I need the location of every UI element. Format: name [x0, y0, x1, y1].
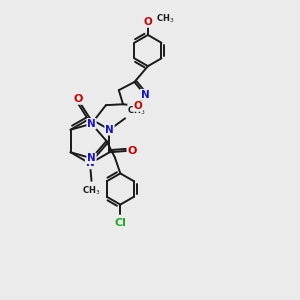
Text: O: O [134, 101, 142, 111]
Text: N: N [87, 119, 96, 129]
Text: N: N [105, 125, 114, 135]
Text: CH$_3$: CH$_3$ [82, 185, 101, 197]
Text: N: N [140, 90, 149, 100]
Text: N: N [85, 158, 94, 169]
Text: N: N [87, 153, 96, 163]
Text: Cl: Cl [114, 218, 126, 228]
Text: O: O [127, 146, 137, 156]
Text: CH$_3$: CH$_3$ [128, 104, 146, 116]
Text: CH$_3$: CH$_3$ [156, 13, 175, 25]
Text: O: O [143, 17, 152, 27]
Text: O: O [74, 94, 83, 104]
